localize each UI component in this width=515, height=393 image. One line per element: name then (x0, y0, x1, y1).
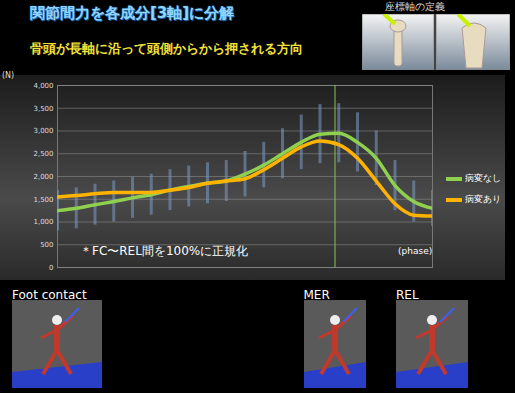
html-text:(N): (N) (2, 71, 15, 80)
svg-text:500: 500 (40, 241, 53, 249)
html-text:関節間力を各成分[3軸]に分解: 関節間力を各成分[3軸]に分解 (30, 4, 235, 22)
html-text:MER: MER (303, 288, 330, 302)
svg-text:1,000: 1,000 (33, 218, 53, 226)
html-text:Foot contact: Foot contact (12, 288, 87, 302)
svg-text:2,500: 2,500 (33, 150, 53, 158)
svg-text:2,000: 2,000 (33, 173, 53, 181)
svg-text:1,500: 1,500 (33, 195, 53, 203)
svg-text:3,500: 3,500 (33, 104, 53, 112)
html-text:骨頭が長軸に沿って頭側からから押される方向: 骨頭が長軸に沿って頭側からから押される方向 (30, 41, 303, 56)
html-text:座標軸の定義: 座標軸の定義 (385, 1, 445, 12)
svg-text:0: 0 (49, 264, 53, 272)
html-text:＊FC〜REL間を100%に正規化: ＊FC〜REL間を100%に正規化 (80, 244, 249, 258)
html-text:REL: REL (396, 288, 419, 302)
html-text:病変あり: 病変あり (465, 194, 501, 204)
html-text:(phase): (phase) (398, 246, 433, 256)
svg-text:3,000: 3,000 (33, 127, 53, 135)
html-text:病変なし: 病変なし (465, 173, 501, 183)
svg-text:4,000: 4,000 (33, 82, 53, 90)
